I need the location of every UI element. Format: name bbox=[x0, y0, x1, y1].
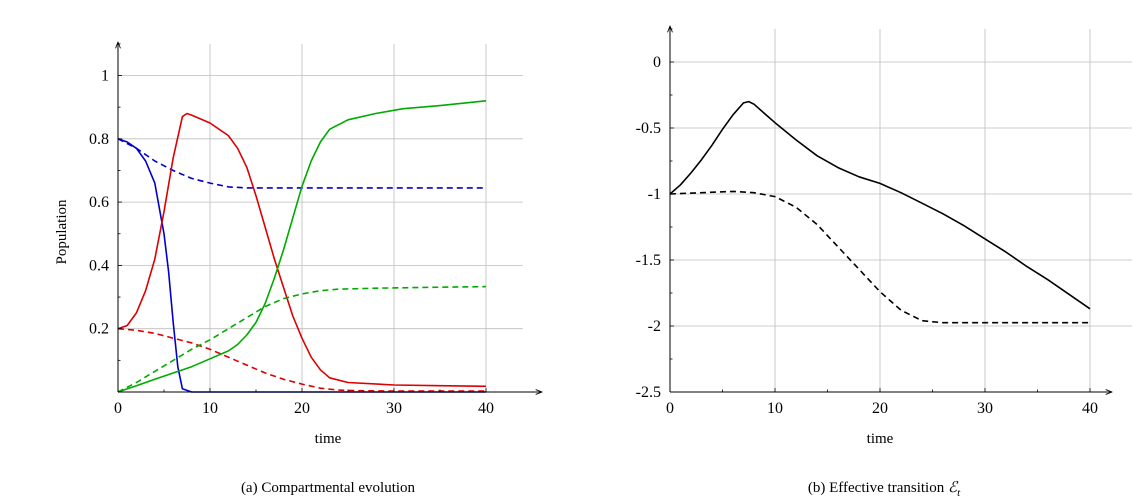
grid-a bbox=[118, 43, 523, 392]
x-tick-label: 20 bbox=[294, 400, 310, 417]
x-axis-label-a: time bbox=[315, 431, 342, 447]
x-tick-label: 30 bbox=[977, 400, 993, 417]
ticks-b: 0 10 20 30 40 -2.5 -2 -1.5 -1 -0.5 0 bbox=[636, 28, 1098, 417]
x-tick-label: 20 bbox=[872, 400, 888, 417]
series-line-5 bbox=[117, 100, 487, 393]
x-tick-label: 40 bbox=[478, 400, 494, 417]
y-tick-label: 0.8 bbox=[89, 131, 109, 148]
y-tick-label: 0.2 bbox=[89, 321, 109, 338]
y-tick-label: 0 bbox=[653, 54, 661, 71]
x-tick-label: 10 bbox=[202, 400, 218, 417]
x-tick-label: 0 bbox=[666, 400, 674, 417]
caption-b-subscript: t bbox=[957, 487, 961, 499]
x-tick-label: 0 bbox=[114, 400, 122, 417]
caption-b-text: (b) Effective transition bbox=[808, 480, 948, 496]
series-line-1 bbox=[669, 100, 1091, 310]
y-axis-label-a: Population bbox=[54, 199, 70, 265]
chart-effective-transition: 0 10 20 30 40 -2.5 -2 -1.5 -1 -0.5 0 time (b) Effe… bbox=[636, 26, 1132, 499]
series-line-1 bbox=[117, 138, 486, 393]
caption-a: (a) Compartmental evolution bbox=[241, 480, 416, 496]
series-group-b bbox=[669, 100, 1091, 324]
y-tick-label: 1 bbox=[101, 68, 109, 85]
x-tick-label: 10 bbox=[767, 400, 783, 417]
y-tick-label: -0.5 bbox=[636, 120, 661, 137]
series-line-4 bbox=[117, 327, 486, 392]
series-line-6 bbox=[117, 285, 487, 393]
y-tick-label: -2.5 bbox=[636, 384, 661, 401]
y-tick-label: -1.5 bbox=[636, 252, 661, 269]
ticks-a: 0 10 20 30 40 0.2 0.4 0.6 0.8 1 bbox=[89, 43, 494, 417]
y-tick-label: 0.6 bbox=[89, 194, 109, 211]
x-tick-label: 30 bbox=[386, 400, 402, 417]
x-tick-label: 40 bbox=[1082, 400, 1098, 417]
series-line-2 bbox=[669, 190, 1090, 324]
y-tick-label: -2 bbox=[648, 318, 661, 335]
chart-compartmental-evolution: 0 10 20 30 40 0.2 0.4 0.6 0.8 1 time Population (… bbox=[54, 42, 542, 496]
series-group-a bbox=[117, 100, 487, 393]
axes-a bbox=[118, 42, 542, 392]
y-tick-label: -1 bbox=[648, 186, 661, 203]
x-axis-label-b: time bbox=[867, 431, 894, 447]
grid-b bbox=[670, 29, 1132, 392]
caption-b-symbol: ℰ bbox=[948, 480, 959, 496]
series-line-2 bbox=[117, 138, 486, 189]
series-line-3 bbox=[117, 112, 487, 388]
caption-b: (b) Effective transition ℰt bbox=[808, 480, 961, 499]
y-tick-label: 0.4 bbox=[89, 257, 109, 274]
axes-b bbox=[670, 26, 1112, 392]
